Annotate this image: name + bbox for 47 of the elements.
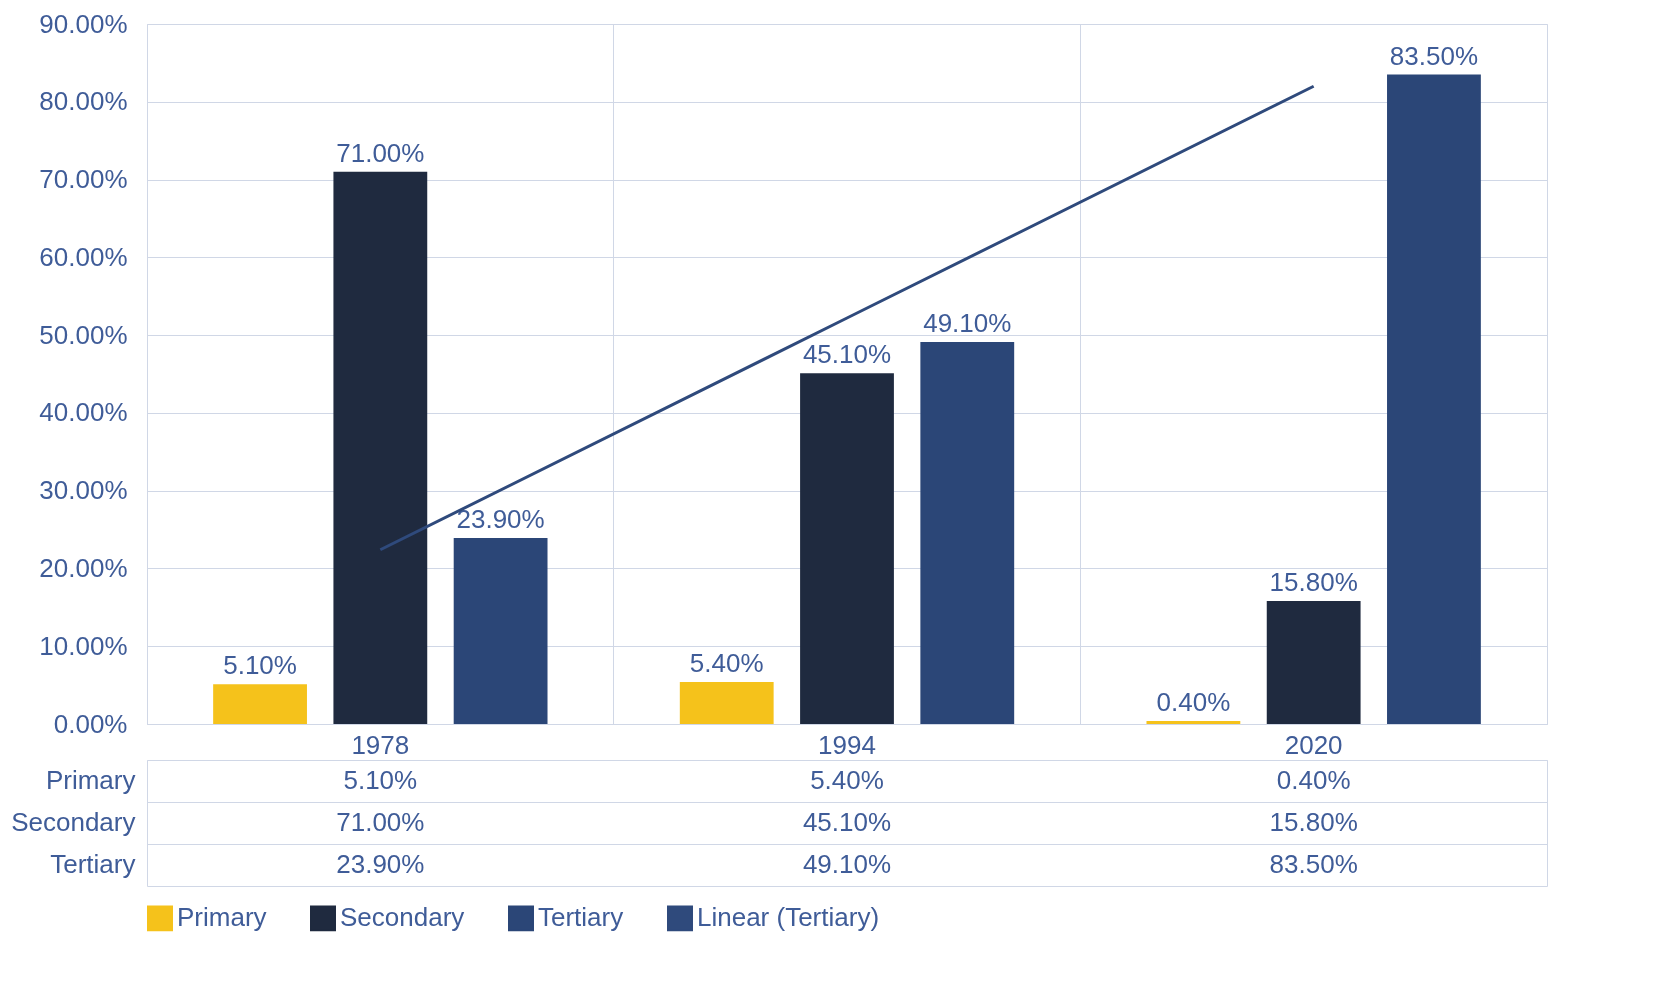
x-tick-label: 1978 <box>351 729 410 760</box>
text: 49.10% <box>923 308 1012 339</box>
text: 83.50% <box>1389 40 1479 71</box>
y-tick-label: 90.00% <box>39 8 128 39</box>
text: 5.40% <box>689 648 764 678</box>
text: 0.40% <box>1156 686 1231 717</box>
bar <box>333 171 428 724</box>
data-label: 45.10% <box>802 807 892 837</box>
bar <box>1266 601 1361 724</box>
text: 15.80% <box>1269 567 1358 598</box>
bar <box>679 682 774 724</box>
data-label: 15.80% <box>1269 807 1358 837</box>
legend-label: Primary <box>177 902 267 933</box>
legend-label: Linear (Tertiary) <box>697 902 880 933</box>
y-tick-label: 60.00% <box>39 241 128 272</box>
y-tick-label: 80.00% <box>39 86 128 117</box>
data-label: 5.10% <box>343 765 418 795</box>
bar <box>920 342 1015 724</box>
text: 71.00% <box>336 137 425 168</box>
x-tick-label: 2020 <box>1284 729 1343 760</box>
text: Primary <box>45 765 136 795</box>
y-tick-label: 0.00% <box>53 708 128 739</box>
y-tick-label: 40.00% <box>39 397 128 428</box>
bar <box>453 538 548 724</box>
bar <box>213 684 307 724</box>
data-label: 71.00% <box>336 807 425 837</box>
text: Secondary <box>11 807 136 837</box>
bar <box>800 373 894 724</box>
data-label: 83.50% <box>1269 849 1358 879</box>
x-tick-label: 1994 <box>818 729 876 760</box>
data-label: 0.40% <box>1276 765 1351 795</box>
legend-label: Secondary <box>340 902 465 933</box>
y-tick-label: 50.00% <box>39 319 128 350</box>
text: Tertiary <box>50 849 136 879</box>
text: 23.90% <box>456 504 545 535</box>
legend-label: Tertiary <box>538 902 624 933</box>
text: 45.10% <box>802 339 892 370</box>
bar <box>1146 720 1241 724</box>
bar <box>1387 74 1481 724</box>
data-label: 49.10% <box>802 849 892 879</box>
data-label: 5.40% <box>810 765 884 795</box>
data-label: 23.90% <box>336 849 425 879</box>
y-tick-label: 30.00% <box>39 475 128 506</box>
y-tick-label: 10.00% <box>39 630 128 661</box>
y-tick-label: 70.00% <box>39 164 128 195</box>
y-tick-label: 20.00% <box>39 552 128 583</box>
text: 5.10% <box>223 650 297 681</box>
